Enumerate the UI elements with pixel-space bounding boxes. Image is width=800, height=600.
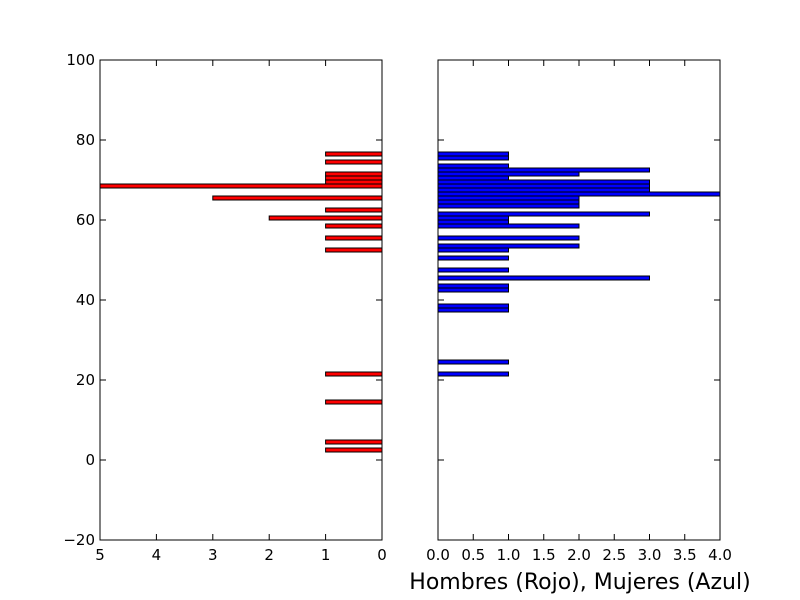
right-bar-17	[437, 199, 580, 205]
right-bar-3	[437, 303, 509, 309]
left-x-tick-label: 5	[95, 546, 105, 564]
left-bar-12	[325, 175, 383, 181]
right-bar-4	[437, 287, 509, 293]
right-bar-20	[437, 187, 650, 193]
right-bar-18	[437, 195, 580, 201]
left-x-tick-label: 1	[321, 546, 331, 564]
right-x-axis-label: Hombres (Rojo), Mujeres (Azul)	[409, 570, 750, 595]
right-x-tick-label: 3.0	[638, 546, 662, 564]
left-bar-1	[325, 439, 383, 445]
left-y-tick-label: 40	[76, 291, 95, 309]
left-bar-13	[325, 171, 383, 177]
right-x-tick-label: 0.5	[461, 546, 485, 564]
right-x-tick-label: 4.0	[708, 546, 732, 564]
right-x-tick-label: 2.5	[602, 546, 626, 564]
left-bar-5	[325, 235, 383, 241]
left-x-tick-label: 0	[377, 546, 387, 564]
left-bar-10	[99, 183, 383, 189]
left-x-tick-label: 3	[208, 546, 218, 564]
left-bar-7	[268, 215, 383, 221]
right-bar-23	[437, 175, 509, 181]
right-x-tick-label: 2.0	[567, 546, 591, 564]
left-bar-2	[325, 399, 383, 405]
left-y-tick-label: 100	[66, 51, 95, 69]
left-bar-15	[325, 151, 383, 157]
left-bar-11	[325, 179, 383, 185]
left-y-tick-label: −20	[63, 531, 95, 549]
left-bar-8	[325, 207, 383, 213]
right-bar-25	[437, 167, 650, 173]
left-x-tick-label: 2	[264, 546, 274, 564]
left-bar-6	[325, 223, 383, 229]
left-bar-14	[325, 159, 383, 165]
right-bar-11	[437, 235, 580, 241]
right-bar-16	[437, 203, 580, 209]
right-bar-24	[437, 171, 580, 177]
left-bar-0	[325, 447, 383, 453]
right-bar-21	[437, 183, 650, 189]
right-bar-7	[437, 267, 509, 273]
right-bar-2	[437, 307, 509, 313]
left-x-tick-label: 4	[152, 546, 162, 564]
right-bar-12	[437, 223, 580, 229]
right-bar-9	[437, 247, 509, 253]
right-bar-0	[437, 371, 509, 377]
left-y-tick-label: 0	[85, 451, 95, 469]
right-bar-1	[437, 359, 509, 365]
left-y-tick-label: 60	[76, 211, 95, 229]
left-histogram-panel: 5 4 3 2 1 0 −20 0 20 40 60 80 100	[63, 51, 386, 564]
right-bar-15	[437, 211, 650, 217]
left-bar-4	[325, 247, 383, 253]
right-bar-10	[437, 243, 580, 249]
left-bar-9	[212, 195, 383, 201]
left-ticks: 5 4 3 2 1 0 −20 0 20 40 60 80 100	[63, 51, 386, 564]
right-x-tick-label: 3.5	[673, 546, 697, 564]
right-x-tick-label: 1.0	[497, 546, 521, 564]
right-x-tick-label: 1.5	[532, 546, 556, 564]
left-y-tick-label: 80	[76, 131, 95, 149]
right-bar-19	[437, 191, 721, 197]
right-bar-22	[437, 179, 650, 185]
right-bar-28	[437, 151, 509, 157]
right-bar-27	[437, 155, 509, 161]
right-ticks: 0.0 0.5 1.0 1.5 2.0 2.5 3.0 3.5 4.0	[426, 59, 732, 564]
right-bar-14	[437, 215, 509, 221]
right-bar-5	[437, 283, 509, 289]
right-bar-8	[437, 255, 509, 261]
right-bar-13	[437, 219, 509, 225]
right-histogram-panel: 0.0 0.5 1.0 1.5 2.0 2.5 3.0 3.5 4.0	[426, 59, 732, 564]
right-x-tick-label: 0.0	[426, 546, 450, 564]
left-bar-3	[325, 371, 383, 377]
right-bar-26	[437, 163, 509, 169]
right-bar-6	[437, 275, 650, 281]
left-y-tick-label: 20	[76, 371, 95, 389]
